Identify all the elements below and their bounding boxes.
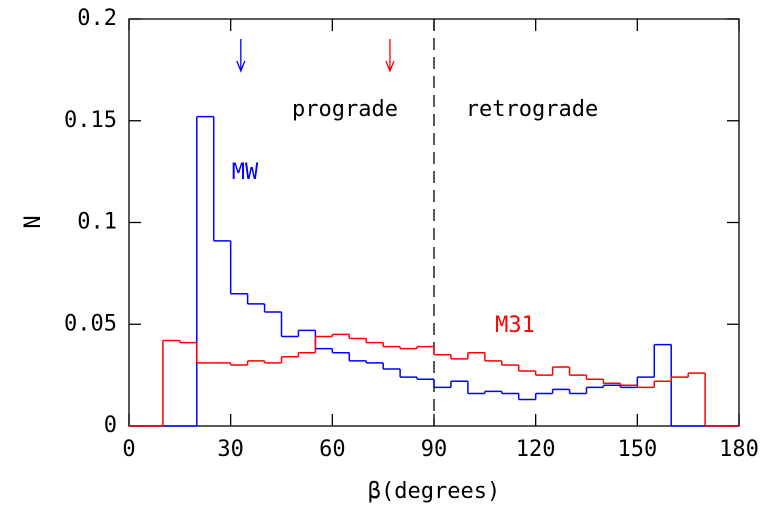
series-label: MW bbox=[232, 160, 259, 185]
y-tick-label: 0.05 bbox=[64, 311, 117, 336]
y-tick-label: 0.15 bbox=[64, 108, 117, 133]
region-label: retrograde bbox=[466, 97, 598, 122]
arrow-head bbox=[236, 60, 246, 73]
y-tick-label: 0 bbox=[104, 413, 117, 438]
series-label: M31 bbox=[495, 313, 535, 338]
x-axis-label: β(degrees) bbox=[368, 479, 500, 504]
region-label: prograde bbox=[292, 97, 398, 122]
y-axis-label: N bbox=[21, 215, 46, 228]
x-tick-label: 180 bbox=[719, 437, 759, 462]
x-tick-label: 120 bbox=[516, 437, 556, 462]
y-tick-label: 0.2 bbox=[77, 6, 117, 31]
x-tick-label: 60 bbox=[319, 437, 346, 462]
x-tick-label: 0 bbox=[122, 437, 135, 462]
x-tick-label: 150 bbox=[617, 437, 657, 462]
arrow-head bbox=[385, 60, 395, 73]
x-tick-label: 90 bbox=[421, 437, 448, 462]
y-tick-label: 0.1 bbox=[77, 210, 117, 235]
x-tick-label: 30 bbox=[217, 437, 244, 462]
